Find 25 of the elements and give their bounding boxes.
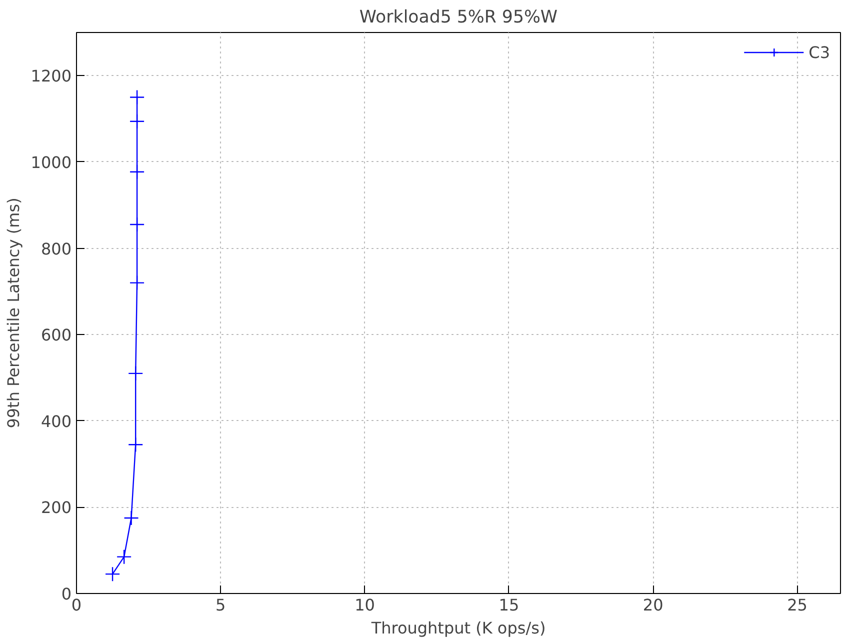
x-tick-label: 15 [498,596,520,614]
y-axis-title: 99th Percentile Latency (ms) [4,198,23,428]
point [116,549,132,564]
x-axis-title: Throughtput (K ops/s) [370,618,546,638]
chart-title: Workload5 5%R 95%W [359,8,558,28]
x-tick-label: 5 [216,596,226,614]
point [128,437,144,452]
y-tick-label: 1200 [30,66,72,86]
y-tick-label: 1000 [30,152,72,172]
x-tick-label: 25 [787,596,808,614]
y-tick-label: 800 [40,239,72,258]
point [129,275,145,290]
legend-label: C3 [808,42,830,62]
point [129,216,145,232]
x-tick-label: 20 [642,596,664,614]
y-tick-label: 400 [40,412,72,431]
point [129,90,145,105]
x-tick-label: 10 [354,596,375,614]
point [124,510,139,526]
y-tick-label: 200 [40,498,72,518]
y-tick-label: 600 [40,326,72,345]
point [129,164,145,180]
point [128,366,144,382]
point [129,114,145,129]
point [104,566,120,582]
